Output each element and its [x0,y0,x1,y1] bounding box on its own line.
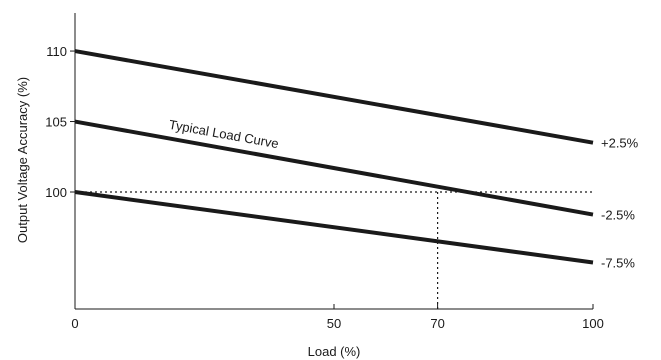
x-tick-label: 50 [327,316,341,331]
y-tick-label: 110 [46,44,67,59]
series-lines [74,49,594,265]
x-axis-title: Load (%) [308,344,361,359]
reference-lines [75,191,593,309]
ticks: 100 105 110 0 50 70 100 [45,44,604,331]
series-line-1 [74,49,594,145]
series-label-1: +2.5% [601,136,639,151]
x-tick-label: 0 [71,316,78,331]
typical-load-curve-annotation: Typical Load Curve [168,117,280,151]
y-tick-label: 100 [45,185,67,200]
y-tick-label: 105 [45,115,67,130]
x-tick-label: 100 [582,316,604,331]
series-line-2 [74,119,594,217]
series-labels: +2.5% -2.5% -7.5% [601,136,639,271]
series-label-2: -2.5% [601,208,635,223]
series-line-3 [74,190,594,265]
x-tick-label: 70 [430,316,444,331]
y-axis-title: Output Voltage Accuracy (%) [15,77,30,243]
series-label-3: -7.5% [601,255,635,270]
axes [74,13,593,310]
